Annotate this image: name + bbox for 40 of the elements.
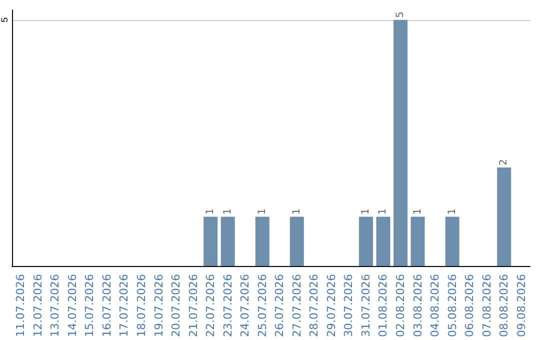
data-label: 1 [378,208,389,215]
x-tick-label: 06.08.2026 [463,274,476,338]
data-label: 1 [446,208,458,215]
x-tick-label: 13.07.2026 [48,274,62,338]
x-tick-label: 15.07.2026 [83,274,96,338]
x-tick-label: 05.08.2026 [446,274,459,338]
x-tick-label: 14.07.2026 [66,274,79,338]
x-tick-label: 23.07.2026 [221,274,234,338]
x-tick-label: 25.07.2026 [256,274,269,338]
x-tick-label: 26.07.2026 [273,274,286,338]
data-label: 1 [205,208,216,215]
x-tick-label: 31.07.2026 [359,274,372,338]
x-tick-label: 27.07.2026 [290,274,304,338]
data-label: 1 [256,208,268,215]
data-label: 1 [222,208,234,215]
x-tick-label: 21.07.2026 [186,274,200,338]
x-tick-label: 04.08.2026 [428,274,442,338]
x-tick-label: 07.08.2026 [480,274,494,338]
x-tick-label: 09.08.2026 [514,274,528,338]
x-tick-label: 30.07.2026 [342,274,356,338]
x-tick-label: 22.07.2026 [204,274,218,338]
x-tick-label: 24.07.2026 [238,274,252,338]
x-tick-label: 08.08.2026 [498,274,511,338]
x-tick-label: 18.07.2026 [135,274,148,338]
x-tick-label: 02.08.2026 [394,274,407,338]
data-label: 5 [395,11,406,18]
x-tick-label: 12.07.2026 [31,274,44,338]
data-label: 2 [498,159,510,166]
x-tick-label: 03.08.2026 [411,274,424,338]
x-tick-label: 16.07.2026 [100,274,114,338]
x-tick-label: 20.07.2026 [170,274,183,338]
x-tick-label: 01.08.2026 [376,274,390,338]
x-tick-label: 28.07.2026 [308,274,321,338]
x-tick-label: 17.07.2026 [118,274,131,338]
data-label: 1 [412,208,424,215]
data-label: 1 [360,208,372,215]
x-tick-label: 11.07.2026 [14,274,28,338]
x-tick-label: 19.07.2026 [152,274,166,338]
data-label: 1 [291,208,302,215]
x-tick-label: 29.07.2026 [324,274,338,338]
